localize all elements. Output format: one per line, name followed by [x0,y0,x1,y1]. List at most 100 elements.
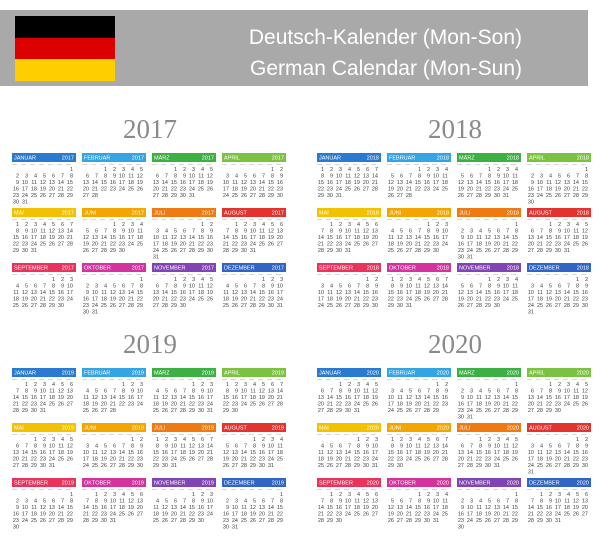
day-number: 26 [582,402,588,408]
day-number: 27 [31,303,37,309]
day-number: 20 [232,457,238,463]
day-number: 21 [207,450,213,456]
day-number: 5 [131,492,134,498]
day-number: 16 [555,395,561,401]
day-number: 19 [171,242,177,248]
day-number: 7 [540,389,543,395]
day-number: 8 [479,444,482,450]
day-number: 20 [564,187,570,193]
day-number: 17 [223,187,229,193]
day-number: 14 [476,180,482,186]
day-number: 30 [22,248,28,254]
day-number: 28 [476,303,482,309]
day-number: 22 [67,187,73,193]
day-number: 10 [503,284,509,290]
day-number: 12 [388,180,394,186]
day-number: 27 [397,193,403,199]
day-number: 21 [101,242,107,248]
day-number: 23 [528,193,534,199]
day-number: 23 [336,242,342,248]
day-number: 28 [207,457,213,463]
month-name: OKTOBER [389,266,416,272]
day-number: 29 [128,463,134,469]
day-number: 31 [40,408,46,414]
day-number: 14 [503,505,509,511]
day-number: 10 [31,229,37,235]
day-number: 1 [366,277,369,283]
day-number: 31 [528,470,534,476]
day-number: 15 [49,290,55,296]
day-number: 26 [110,303,116,309]
day-number: 3 [226,174,229,180]
day-number: 31 [564,248,570,254]
day-number: 14 [424,395,430,401]
day-number: 27 [67,402,73,408]
day-number: 6 [497,389,500,395]
day-number: 25 [153,518,159,524]
day-number: 30 [40,463,46,469]
day-number: 30 [13,525,19,531]
day-number: 22 [110,242,116,248]
day-number: 16 [277,180,283,186]
month-year: 2019 [202,426,214,432]
day-number: 25 [119,512,125,518]
day-number: 17 [336,180,342,186]
day-number: 10 [528,450,534,456]
day-number: 25 [345,187,351,193]
day-number: 20 [397,187,403,193]
day-number: 23 [22,242,28,248]
month-name: JANUAR [319,371,341,377]
day-number: 10 [406,284,412,290]
day-number: 27 [494,408,500,414]
day-number: 5 [86,229,89,235]
day-number: 24 [171,457,177,463]
day-number: 25 [223,303,229,309]
day-number: 7 [86,499,89,505]
day-number: 27 [336,463,342,469]
month-header [12,423,76,432]
day-number: 15 [119,395,125,401]
day-number: 7 [445,277,448,283]
day-number: 11 [573,229,579,235]
month-header [82,153,146,162]
day-number: 30 [485,463,491,469]
day-number: 28 [128,303,134,309]
day-number: 20 [241,297,247,303]
day-number: 22 [223,402,229,408]
day-number: 31 [372,463,378,469]
day-number: 22 [512,242,518,248]
day-number: 3 [113,492,116,498]
day-number: 9 [226,505,229,511]
day-number: 28 [110,408,116,414]
day-number: 25 [442,512,448,518]
day-number: 12 [582,389,588,395]
day-number: 20 [13,457,19,463]
day-number: 7 [409,499,412,505]
month-name: AUGUST [224,426,248,432]
day-number: 4 [515,167,518,173]
day-number: 29 [546,408,552,414]
day-number: 22 [189,512,195,518]
day-number: 11 [101,290,107,296]
day-number: 9 [183,174,186,180]
day-number: 23 [83,303,89,309]
day-number: 14 [101,235,107,241]
day-number: 29 [388,463,394,469]
day-number: 1 [427,222,430,228]
day-number: 21 [13,402,19,408]
month-header [527,153,591,162]
day-number: 26 [424,297,430,303]
month-header [152,423,216,432]
day-number: 16 [397,290,403,296]
day-number: 19 [512,450,518,456]
day-number: 26 [49,242,55,248]
day-number: 7 [122,444,125,450]
day-number: 11 [40,229,46,235]
day-number: 22 [424,242,430,248]
day-number: 28 [442,297,448,303]
day-number: 17 [467,242,473,248]
day-number: 3 [470,389,473,395]
day-number: 27 [268,402,274,408]
month-header [387,478,451,487]
day-number: 29 [573,303,579,309]
